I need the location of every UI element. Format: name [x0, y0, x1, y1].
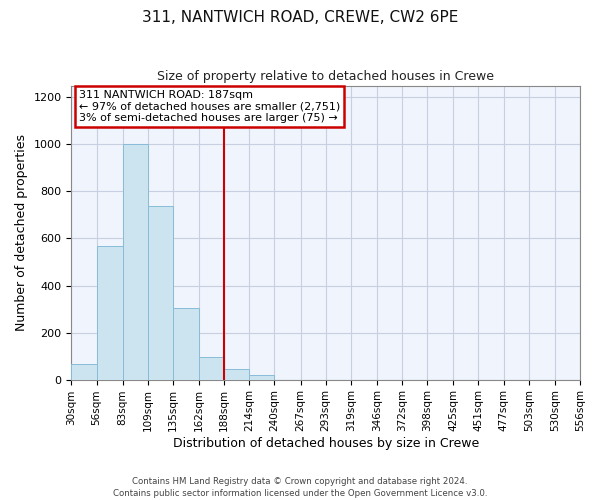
- Bar: [173, 308, 199, 380]
- Bar: [71, 364, 97, 380]
- Bar: [224, 369, 250, 380]
- X-axis label: Distribution of detached houses by size in Crewe: Distribution of detached houses by size …: [173, 437, 479, 450]
- Bar: [122, 144, 148, 380]
- Y-axis label: Number of detached properties: Number of detached properties: [15, 134, 28, 331]
- Text: Contains HM Land Registry data © Crown copyright and database right 2024.
Contai: Contains HM Land Registry data © Crown c…: [113, 476, 487, 498]
- Bar: [97, 246, 122, 380]
- Bar: [250, 375, 274, 380]
- Title: Size of property relative to detached houses in Crewe: Size of property relative to detached ho…: [157, 70, 494, 83]
- Bar: [199, 358, 224, 380]
- Text: 311, NANTWICH ROAD, CREWE, CW2 6PE: 311, NANTWICH ROAD, CREWE, CW2 6PE: [142, 10, 458, 25]
- Bar: [148, 206, 173, 380]
- Text: 311 NANTWICH ROAD: 187sqm
← 97% of detached houses are smaller (2,751)
3% of sem: 311 NANTWICH ROAD: 187sqm ← 97% of detac…: [79, 90, 340, 123]
